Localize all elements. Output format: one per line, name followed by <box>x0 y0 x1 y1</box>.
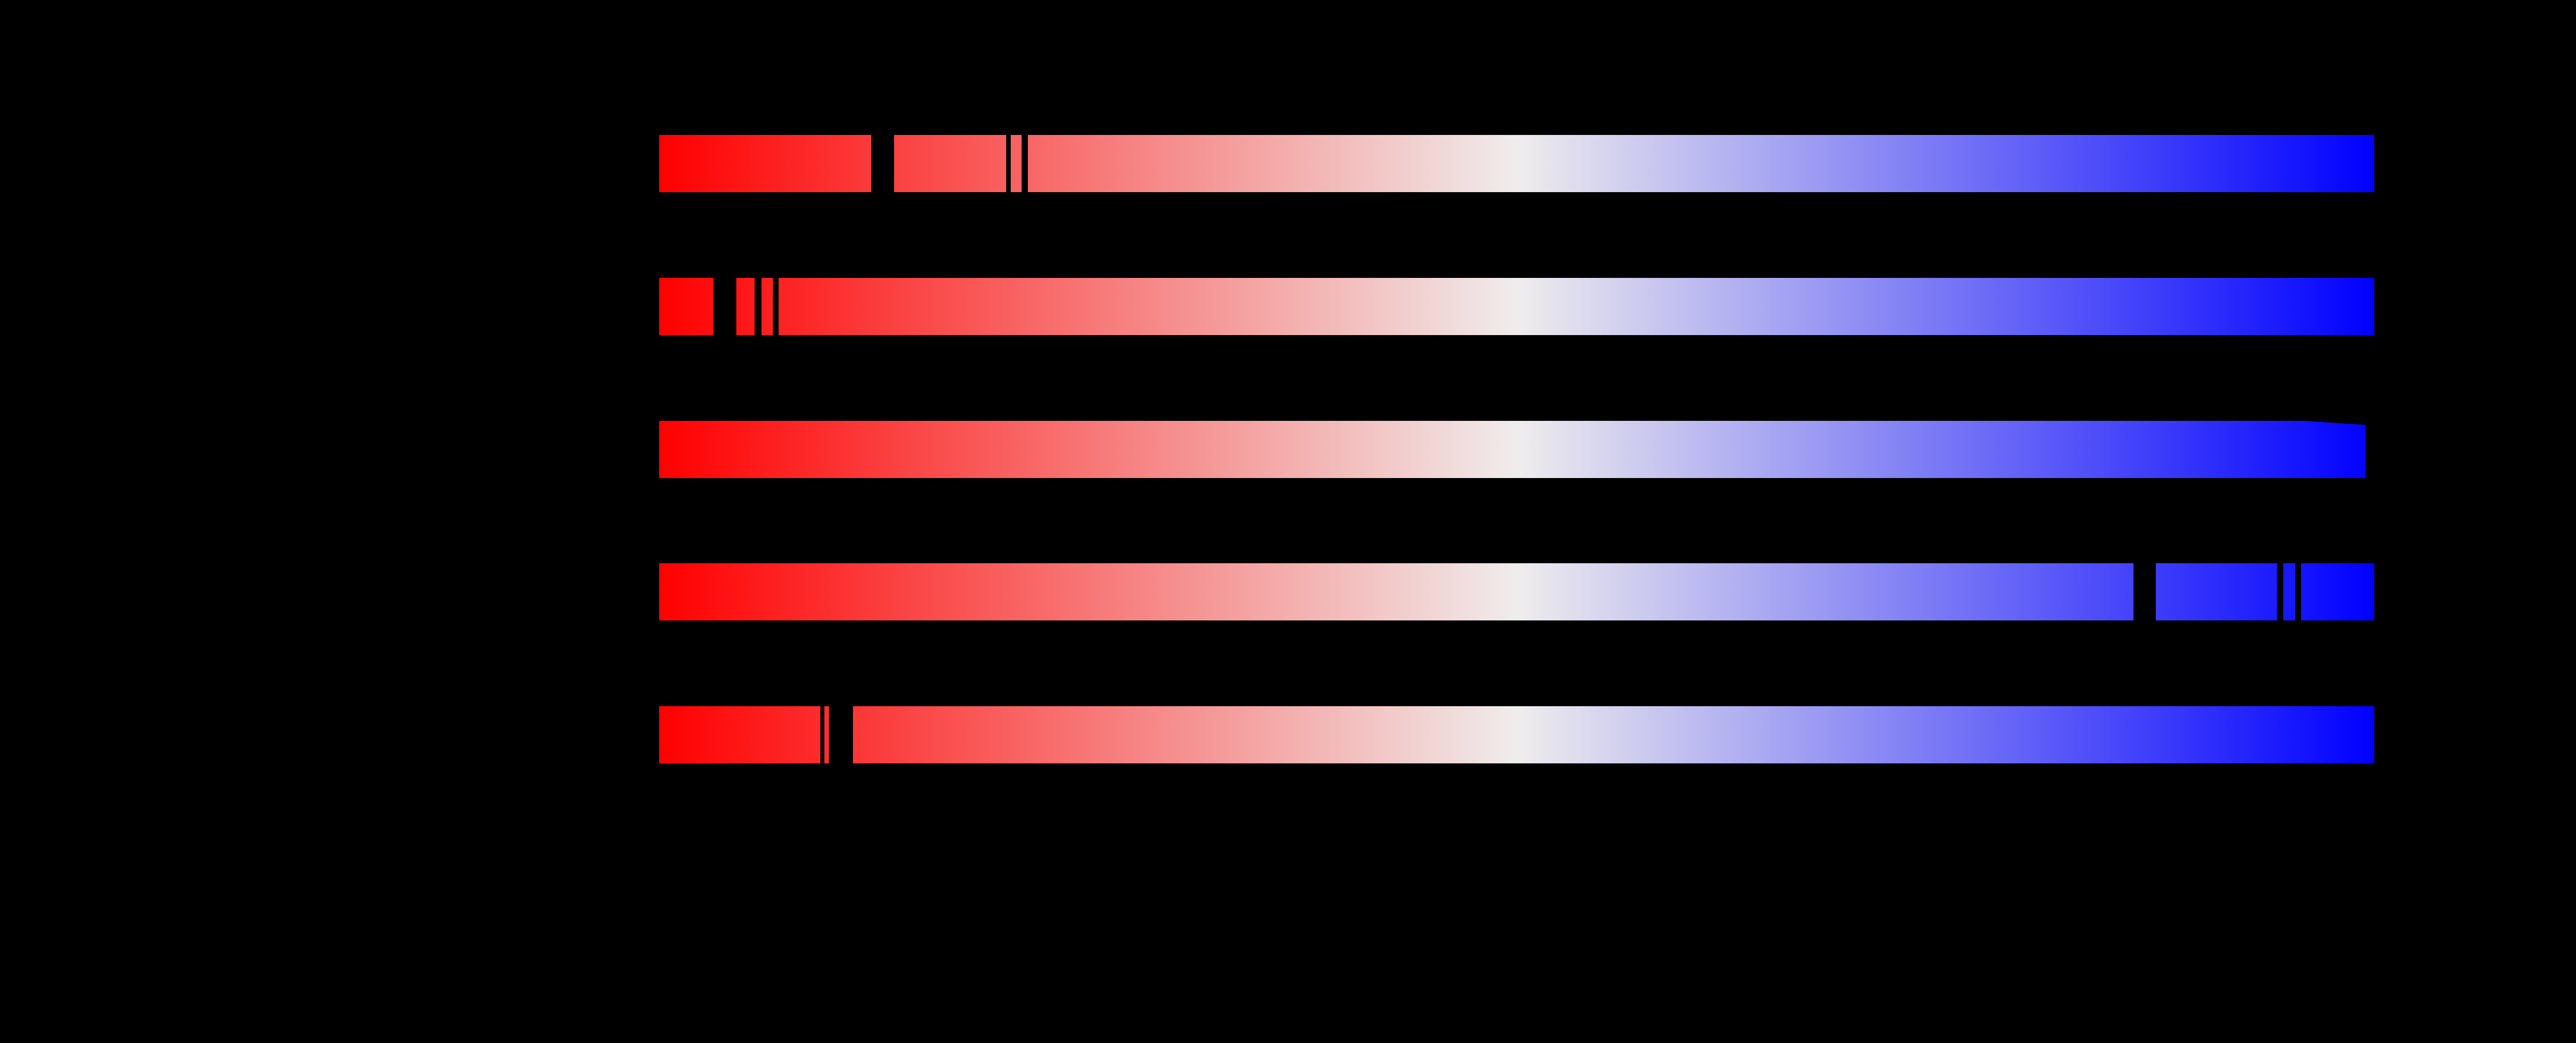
gradient-bar-2 <box>659 278 2374 335</box>
gradient-bar-4 <box>659 563 2374 620</box>
tick-mark <box>773 278 779 335</box>
tick-mark <box>1006 135 1011 192</box>
gradient-bar-5 <box>659 706 2374 763</box>
tick-mark <box>1022 135 1028 192</box>
tick-mark <box>713 278 736 335</box>
gradient-bar-1 <box>659 135 2374 192</box>
tick-mark <box>2134 563 2156 620</box>
tick-mark <box>2277 563 2283 620</box>
tick-mark <box>820 706 824 763</box>
tick-mark <box>829 706 853 763</box>
tick-mark <box>2295 563 2301 620</box>
tick-mark <box>871 135 894 192</box>
tick-mark <box>755 278 761 335</box>
gradient-bar-3 <box>659 421 2366 478</box>
